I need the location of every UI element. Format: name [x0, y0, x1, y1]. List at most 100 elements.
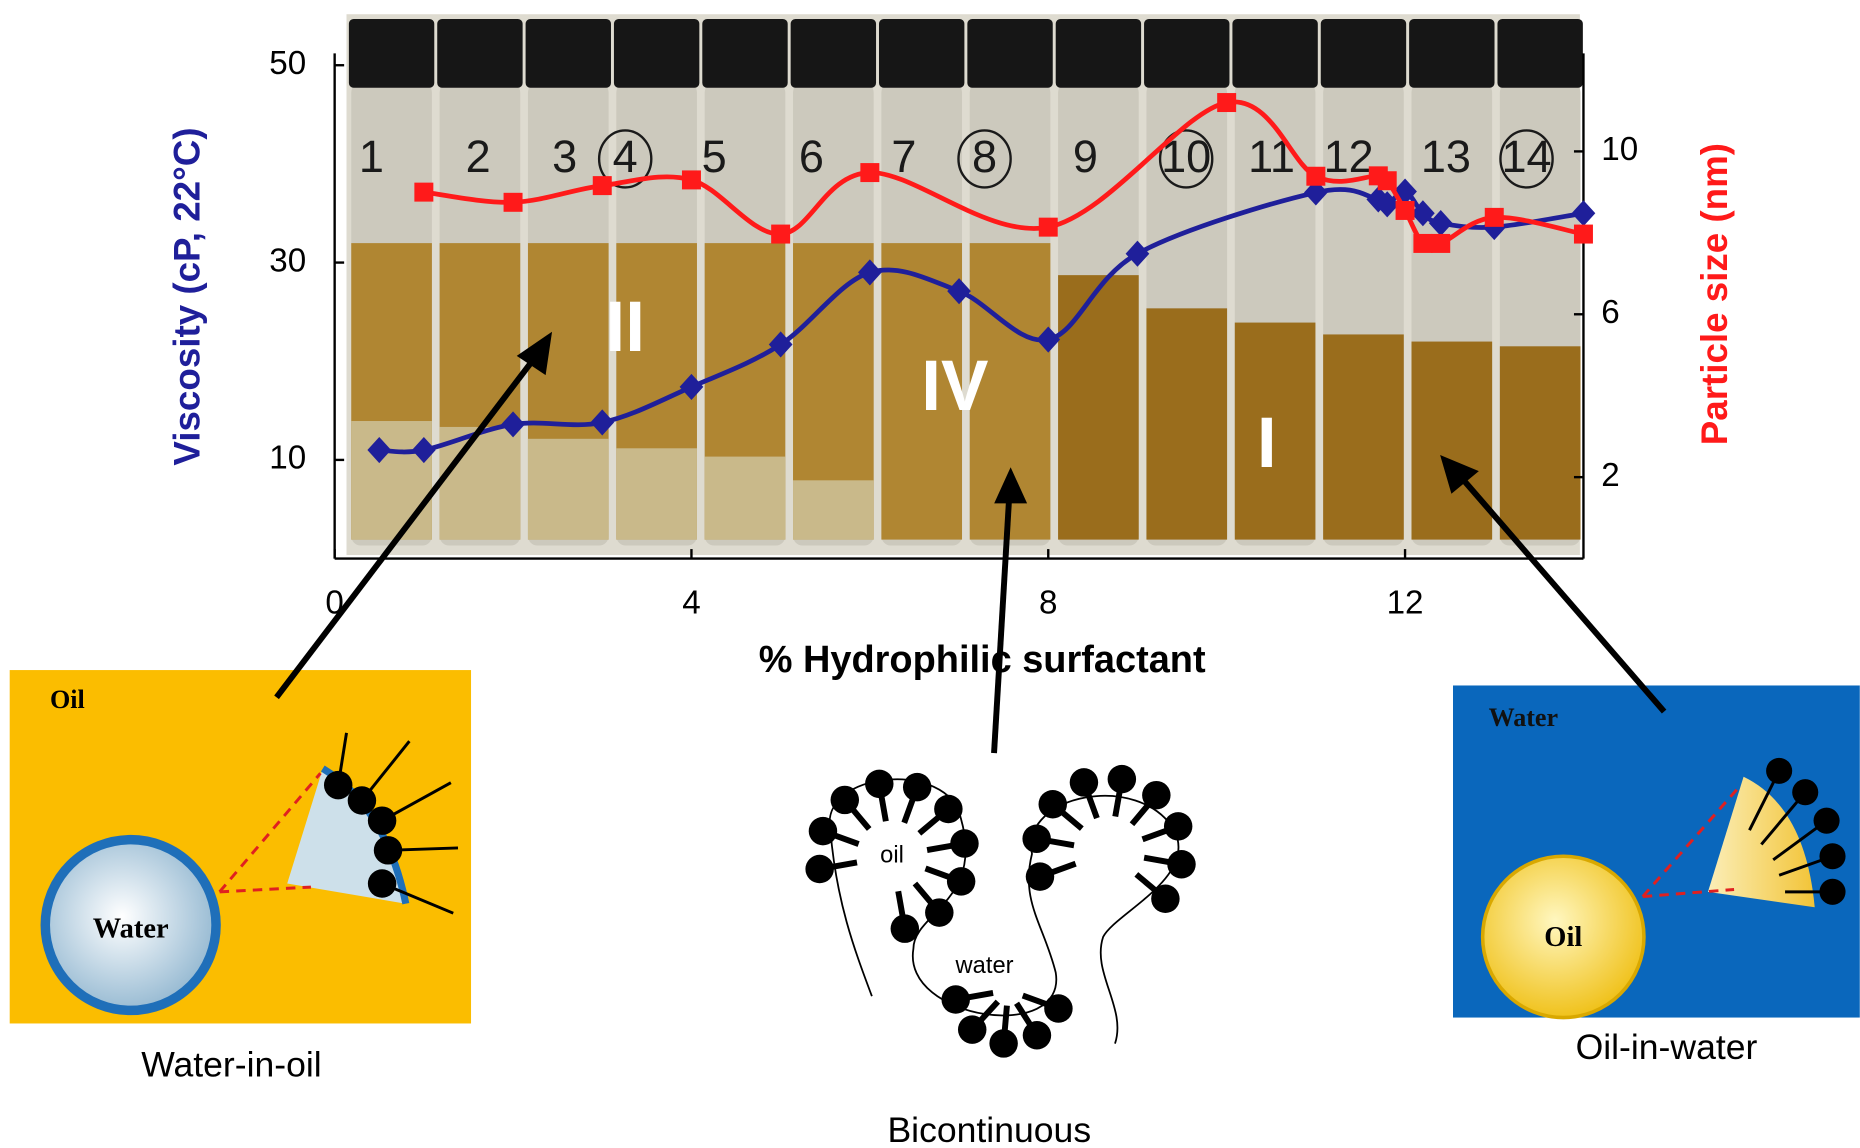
vial-cap [879, 19, 964, 88]
y2-axis-title: Particle size (nm) [1694, 143, 1735, 445]
vial-label: 1 [359, 131, 384, 182]
y-tick-label: 10 [269, 440, 306, 477]
head [950, 829, 978, 857]
water-in-oil-diagram: Oil Water Water-in-oil [10, 670, 471, 1085]
head [941, 985, 969, 1013]
vial-liquid [1058, 275, 1139, 539]
head [1142, 781, 1170, 809]
label: Water [93, 914, 169, 945]
label: water [955, 953, 1014, 979]
vial-label: 3 [552, 131, 577, 182]
vial-liquid [1500, 346, 1581, 539]
bicontinuous-diagram: oil water Bicontinuous [805, 765, 1195, 1148]
marker [1217, 93, 1236, 112]
head [947, 867, 975, 895]
vial-cap [526, 19, 611, 88]
label: Oil [1544, 922, 1582, 953]
phase-label: I [1257, 404, 1277, 483]
label: oil [880, 843, 904, 869]
vial-cap [1232, 19, 1317, 88]
vial-liquid [1411, 342, 1492, 540]
head [891, 914, 919, 942]
y-tick-label: 30 [269, 242, 306, 279]
marker [593, 176, 612, 195]
vial-label: 2 [466, 131, 491, 182]
vial-lower-phase [528, 439, 609, 540]
y2-tick-label: 6 [1601, 294, 1619, 331]
x-tick-label: 8 [1039, 585, 1057, 622]
head [1108, 765, 1136, 793]
label: Oil [50, 685, 85, 714]
caption: Water-in-oil [141, 1045, 321, 1085]
marker [1431, 234, 1450, 253]
vial-cap [1497, 19, 1582, 88]
x-tick-label: 4 [682, 585, 700, 622]
head [831, 786, 859, 814]
interfaces [830, 779, 1179, 1043]
head [1070, 768, 1098, 796]
vial-label: 9 [1073, 131, 1098, 182]
vial-cap [1409, 19, 1494, 88]
marker [504, 193, 523, 212]
head [1023, 1021, 1051, 1049]
head [1151, 885, 1179, 913]
phase-label: II [605, 288, 645, 367]
vial-cap [702, 19, 787, 88]
marker [414, 183, 433, 202]
head [809, 817, 837, 845]
y-tick-label: 50 [269, 45, 306, 82]
marker [1413, 234, 1432, 253]
vial-cap [967, 19, 1052, 88]
vial-cap [437, 19, 522, 88]
vial-cap [614, 19, 699, 88]
vial-label: 5 [702, 131, 727, 182]
marker [1574, 225, 1593, 244]
marker [771, 225, 790, 244]
marker [1306, 167, 1325, 186]
vial-lower-phase [793, 480, 874, 539]
marker [682, 170, 701, 189]
caption: Bicontinuous [887, 1110, 1091, 1148]
vial-label: 8 [972, 131, 997, 182]
caption: Oil-in-water [1576, 1027, 1758, 1067]
x-axis-title: % Hydrophilic surfactant [759, 639, 1206, 681]
y2-tick-label: 10 [1601, 131, 1638, 168]
phase-label: IV [921, 347, 988, 426]
vial-lower-phase [705, 457, 786, 540]
head [934, 795, 962, 823]
vial-liquid [1323, 334, 1404, 539]
head [1164, 812, 1192, 840]
head [1039, 790, 1067, 818]
head [1167, 850, 1195, 878]
vial-liquid [1146, 308, 1227, 539]
marker [1039, 218, 1058, 237]
head [1022, 825, 1050, 853]
vial-label: 13 [1421, 131, 1471, 182]
vial-label: 7 [891, 131, 916, 182]
head [925, 898, 953, 926]
vial-label: 4 [613, 131, 638, 182]
head [865, 770, 893, 798]
marker [1485, 208, 1504, 227]
head [1044, 994, 1072, 1022]
vial-label: 6 [799, 131, 824, 182]
x-tick-label: 12 [1387, 585, 1424, 622]
head [903, 773, 931, 801]
vial-cap [1056, 19, 1141, 88]
head [989, 1029, 1017, 1057]
vial-label: 12 [1324, 131, 1374, 182]
label: Water [1489, 703, 1559, 732]
y-axis-title: Viscosity (cP, 22°C) [167, 127, 208, 465]
vial-cap [791, 19, 876, 88]
head [805, 855, 833, 883]
vial-lower-phase [351, 421, 432, 540]
head [1026, 862, 1054, 890]
figure: 1234567891011121314IIIVI 048121030502610… [0, 0, 1860, 1148]
oil-in-water-diagram: Water Oil Oil-in-water [1453, 685, 1860, 1066]
vial-lower-phase [616, 448, 697, 539]
head [958, 1015, 986, 1043]
marker [860, 163, 879, 182]
vial-cap [1144, 19, 1229, 88]
vial-cap [1321, 19, 1406, 88]
vial-label: 11 [1248, 131, 1295, 182]
